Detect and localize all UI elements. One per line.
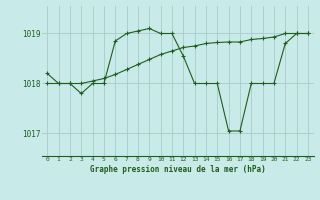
X-axis label: Graphe pression niveau de la mer (hPa): Graphe pression niveau de la mer (hPa) <box>90 165 266 174</box>
